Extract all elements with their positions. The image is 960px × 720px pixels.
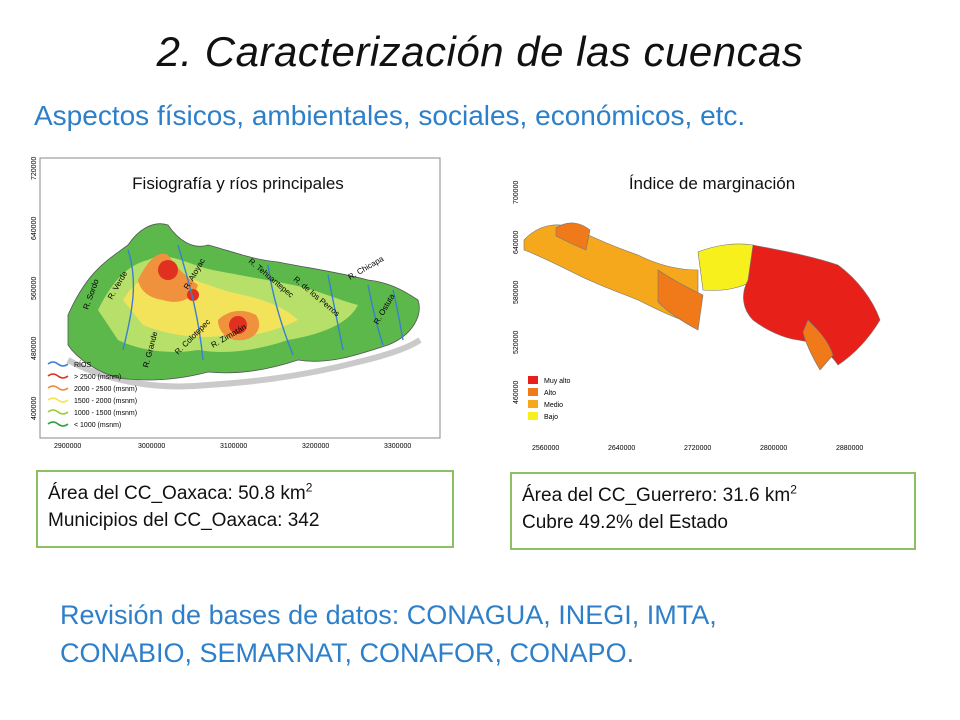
- oaxaca-info-box: Área del CC_Oaxaca: 50.8 km2 Municipios …: [36, 470, 454, 548]
- legend-below-1000: < 1000 (msnm): [74, 422, 121, 429]
- y-tick: 700000: [513, 181, 520, 204]
- x-tick: 3300000: [384, 443, 411, 450]
- legend-1000-1500: 1000 - 1500 (msnm): [74, 410, 137, 417]
- x-tick: 2560000: [532, 445, 559, 452]
- guerrero-area-line: Área del CC_Guerrero: 31.6 km2: [522, 482, 904, 509]
- map-legend: RÍOS > 2500 (msnm) 2000 - 2500 (msnm) 15…: [47, 360, 137, 429]
- x-tick: 3100000: [220, 443, 247, 450]
- river-chicapa: [367, 284, 384, 346]
- peak-south: [229, 316, 247, 334]
- y-tick: 460000: [513, 381, 520, 404]
- map-legend: Muy alto Alto Medio Bajo: [528, 376, 571, 421]
- oaxaca-area-text: Área del CC_Oaxaca: 50.8 km: [48, 483, 306, 504]
- x-tick: 2640000: [608, 445, 635, 452]
- slide-subtitle: Aspectos físicos, ambientales, sociales,…: [34, 100, 746, 131]
- river-atoyac: [177, 244, 204, 361]
- river-perros: [327, 274, 344, 351]
- legend-2000-2500: 2000 - 2500 (msnm): [74, 386, 137, 393]
- legend-bajo: Bajo: [544, 414, 558, 421]
- peak-center: [187, 289, 199, 301]
- x-tick: 2800000: [760, 445, 787, 452]
- region-alto-northwest: [555, 222, 591, 251]
- slide-title: 2. Caracterización de las cuencas: [156, 28, 804, 75]
- y-tick: 640000: [513, 231, 520, 254]
- legend-1500-2000: 1500 - 2000 (msnm): [74, 398, 137, 405]
- x-tick: 2900000: [54, 443, 81, 450]
- x-tick: 3200000: [302, 443, 329, 450]
- river-ostuta: [392, 289, 404, 341]
- databases-line-2: CONABIO, SEMARNAT, CONAFOR, CONAPO.: [60, 638, 635, 668]
- guerrero-area-text: Área del CC_Guerrero: 31.6 km: [522, 485, 791, 506]
- region-alto-center: [657, 269, 704, 331]
- oaxaca-area-sup: 2: [305, 480, 313, 495]
- x-tick: 2720000: [684, 445, 711, 452]
- guerrero-map-figure: 700000 640000 580000 520000 460000 25600…: [512, 174, 912, 452]
- y-tick: 720000: [31, 157, 38, 180]
- legend-muy-alto: Muy alto: [544, 378, 571, 385]
- guerrero-coverage-line: Cubre 49.2% del Estado: [522, 512, 728, 533]
- x-tick: 3000000: [138, 443, 165, 450]
- legend-above-2500: > 2500 (msnm): [74, 374, 121, 381]
- river-verde: [122, 249, 135, 351]
- region-alto-southeast: [802, 319, 834, 371]
- peak-north: [158, 260, 178, 280]
- y-tick: 400000: [31, 397, 38, 420]
- oaxaca-area-line: Área del CC_Oaxaca: 50.8 km2: [48, 480, 442, 507]
- databases-note: Revisión de bases de datos: CONAGUA, INE…: [60, 596, 920, 672]
- legend-alto: Alto: [544, 390, 556, 397]
- y-tick: 640000: [31, 217, 38, 240]
- legend-rivers: RÍOS: [74, 360, 91, 369]
- oaxaca-municipalities-line: Municipios del CC_Oaxaca: 342: [48, 510, 320, 531]
- oaxaca-map-figure: R. Verde R. Atoyac R. Tehuantepec R. de …: [31, 157, 441, 450]
- x-tick: 2880000: [836, 445, 863, 452]
- region-muy-alto-east: [743, 244, 881, 366]
- y-tick: 560000: [31, 277, 38, 300]
- y-tick: 520000: [513, 331, 520, 354]
- river-tehuantepec: [267, 264, 294, 356]
- oaxaca-physiography-map: R. Verde R. Atoyac R. Tehuantepec R. de …: [28, 150, 448, 452]
- map-left-caption: Fisiografía y ríos principales: [132, 174, 344, 193]
- coastline: [66, 337, 422, 390]
- databases-line-1: Revisión de bases de datos: CONAGUA, INE…: [60, 600, 717, 630]
- map-right-caption: Índice de marginación: [628, 174, 796, 193]
- guerrero-marginalization-map: 700000 640000 580000 520000 460000 25600…: [508, 170, 916, 454]
- guerrero-info-box: Área del CC_Guerrero: 31.6 km2 Cubre 49.…: [510, 472, 916, 550]
- y-tick: 580000: [513, 281, 520, 304]
- guerrero-area-sup: 2: [790, 482, 797, 497]
- y-tick: 480000: [31, 337, 38, 360]
- legend-medio: Medio: [544, 402, 563, 409]
